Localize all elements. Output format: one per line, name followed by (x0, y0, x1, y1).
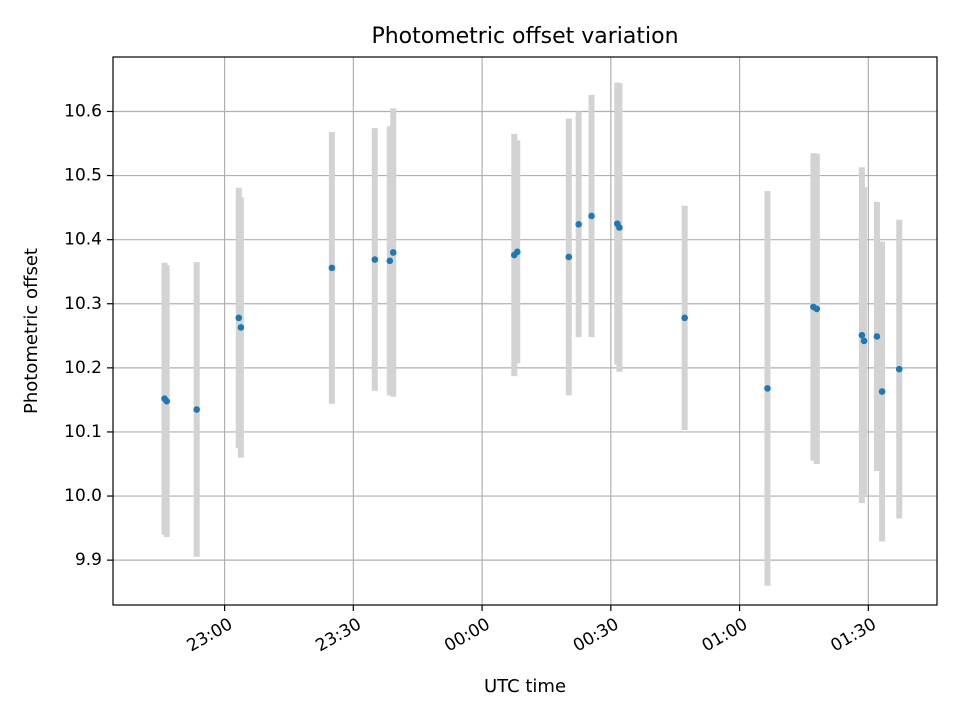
data-point (513, 248, 521, 256)
y-tick-label: 10.3 (64, 294, 102, 314)
y-axis-ticks: 9.9 10.0 10.1 10.2 10.3 10.4 10.5 10.6 (64, 101, 113, 570)
y-tick-label: 10.5 (64, 166, 102, 186)
y-tick-label: 9.9 (75, 550, 102, 570)
x-axis-label: UTC time (484, 676, 566, 697)
y-tick-label: 10.4 (64, 230, 102, 250)
data-point (895, 365, 903, 373)
data-point (813, 305, 821, 313)
data-point (565, 253, 573, 261)
plot-frame (112, 56, 938, 606)
data-point (163, 397, 170, 405)
y-tick-label: 10.6 (64, 101, 102, 121)
y-axis-label: Photometric offset (21, 248, 42, 414)
y-tick-label: 10.1 (64, 422, 102, 442)
data-point (575, 220, 582, 228)
grid-lines (113, 57, 937, 605)
y-tick-label: 10.0 (64, 486, 102, 506)
data-point (237, 324, 245, 331)
data-point (389, 249, 397, 256)
data-point (371, 256, 379, 263)
data-point (616, 224, 623, 231)
data-point (858, 331, 866, 339)
data-point (860, 337, 868, 345)
y-tick-label: 10.2 (64, 358, 102, 378)
data-point (873, 333, 881, 340)
data-point (193, 406, 200, 413)
data-point (764, 385, 771, 392)
data-point (588, 212, 595, 220)
data-point (878, 388, 886, 395)
data-point (328, 264, 336, 272)
data-point (386, 257, 394, 265)
chart-title: Photometric offset variation (371, 24, 678, 49)
data-point (235, 314, 243, 322)
data-point (681, 314, 688, 322)
data-points (161, 212, 903, 413)
